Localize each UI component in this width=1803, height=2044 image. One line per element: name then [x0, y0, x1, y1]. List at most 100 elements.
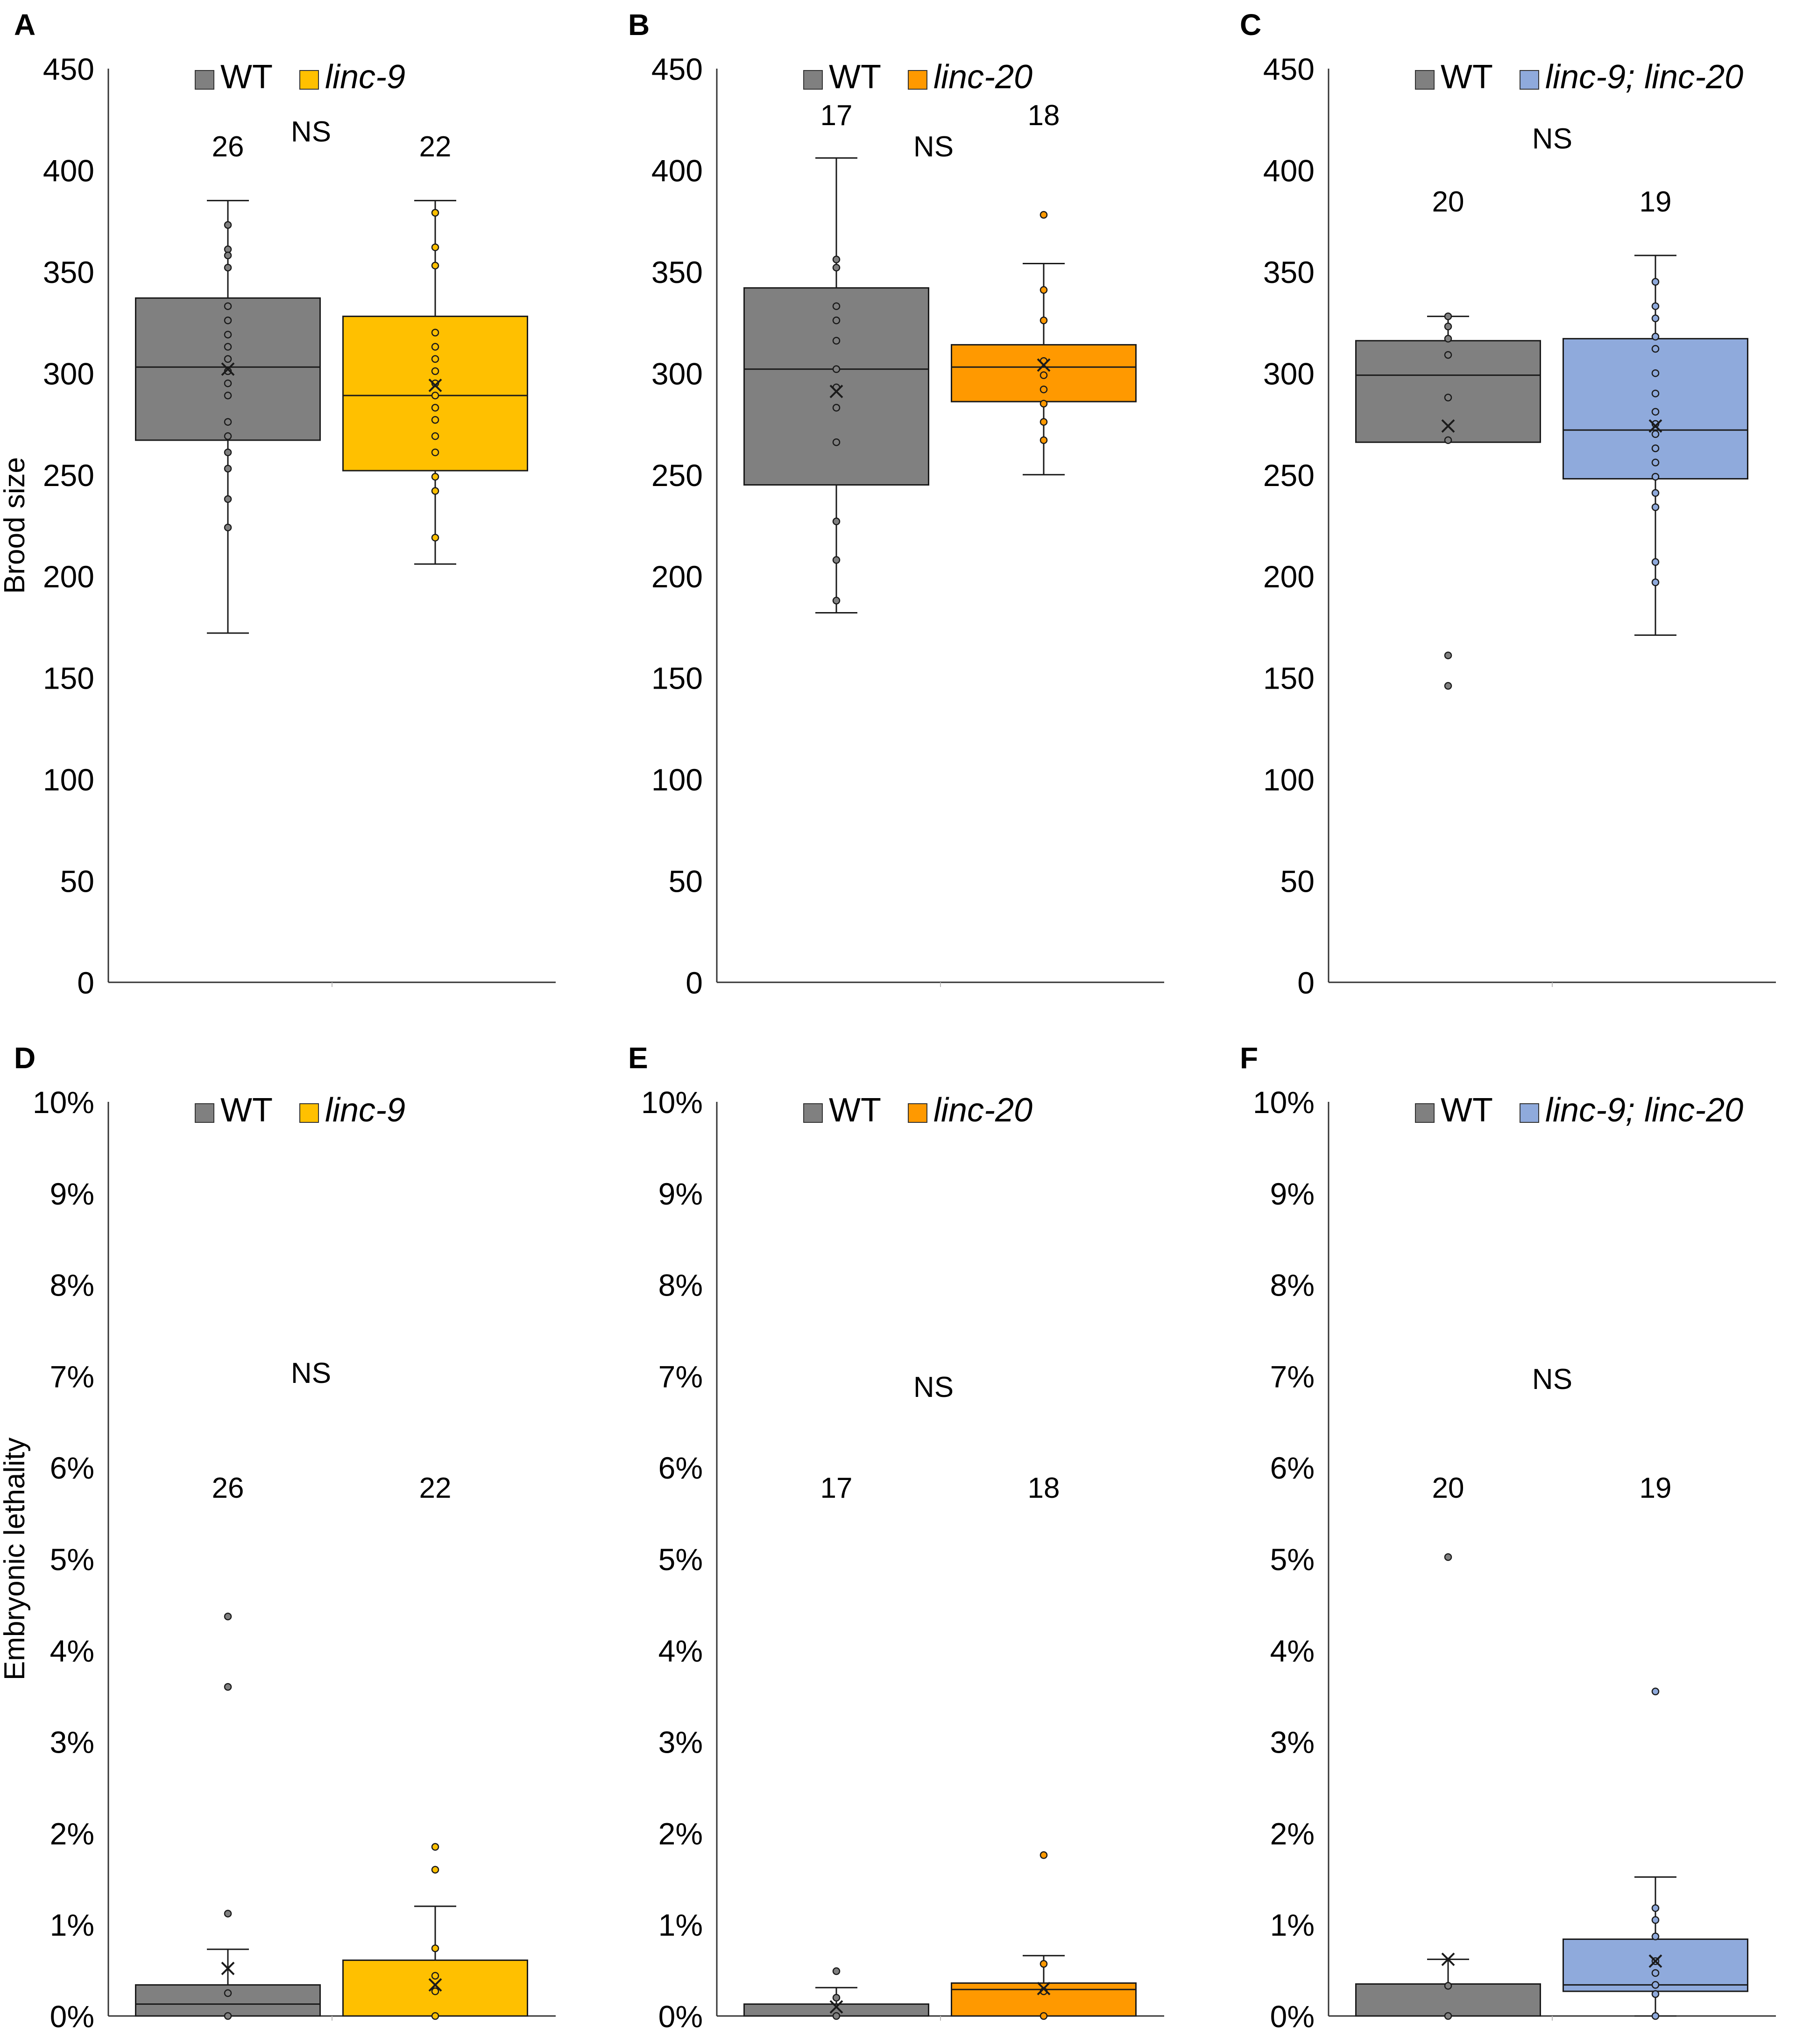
n-label: 26 [212, 1472, 244, 1504]
y-tick-label: 350 [1263, 255, 1315, 289]
series-wt: 26 [135, 1472, 321, 2020]
data-point [1039, 400, 1048, 408]
data-point [224, 379, 232, 388]
data-point [1444, 323, 1452, 331]
series-mutant: 19 [1563, 1472, 1748, 2020]
data-point [431, 1843, 439, 1851]
data-point [1651, 278, 1660, 286]
data-point [1651, 578, 1660, 586]
data-point [1651, 472, 1660, 481]
y-tick-label: 200 [1263, 559, 1315, 594]
data-point [431, 1972, 439, 1980]
y-tick-label: 100 [43, 762, 94, 797]
y-tick-label: 0% [50, 1999, 94, 2034]
data-point [431, 243, 439, 251]
y-tick-label: 7% [50, 1359, 94, 1394]
data-point [431, 367, 439, 375]
mean-marker [428, 379, 442, 392]
data-point [224, 1910, 232, 1917]
y-tick-label: 350 [651, 255, 703, 289]
y-tick-label: 9% [658, 1177, 703, 1211]
y-tick-label: 450 [1263, 52, 1315, 86]
mean-marker [428, 1978, 442, 1992]
y-tick-label: 300 [651, 356, 703, 391]
significance-label: NS [913, 131, 954, 163]
data-point [224, 432, 232, 440]
data-point [224, 1683, 232, 1691]
y-axis-label: Embryonic lethality [0, 1438, 31, 1680]
y-tick-label: 1% [50, 1908, 94, 1942]
legend-swatch [299, 1103, 319, 1123]
mean-marker [1037, 1981, 1051, 1995]
legend-label: WT [220, 1092, 273, 1129]
data-point [1039, 317, 1048, 324]
legend-label: WT [1441, 1092, 1493, 1129]
legend-label: linc-9 [325, 58, 405, 96]
data-point [1651, 1981, 1660, 1989]
y-tick-label: 100 [1263, 762, 1315, 797]
data-point [431, 261, 439, 270]
y-tick-label: 350 [43, 255, 94, 289]
y-tick-label: 0% [1270, 1999, 1315, 2034]
legend-swatch [299, 70, 319, 90]
y-tick-label: 50 [1280, 864, 1315, 899]
series-mutant: 22 [342, 1472, 528, 2020]
y-tick-label: 50 [60, 864, 94, 899]
data-point [1039, 2012, 1048, 2020]
mean-marker [1648, 1954, 1662, 1968]
data-point [1651, 302, 1660, 310]
data-point [832, 404, 841, 412]
y-tick-label: 200 [43, 559, 94, 594]
n-label: 17 [820, 1472, 853, 1504]
y-tick-label: 7% [1270, 1359, 1315, 1394]
data-point [1651, 332, 1660, 341]
legend-swatch [1520, 1103, 1539, 1123]
data-point [1039, 286, 1048, 294]
panel-letter: F [1240, 1041, 1258, 1075]
y-tick-label: 5% [1270, 1542, 1315, 1577]
y-tick-label: 150 [43, 661, 94, 696]
data-point [431, 391, 439, 400]
data-point [1651, 558, 1660, 566]
series-mutant: 19 [1563, 186, 1748, 636]
data-point [1444, 436, 1452, 444]
mean-marker [221, 362, 235, 376]
legend-swatch [195, 1103, 214, 1123]
panel-f: F 0% 1% 2% 3% 4% 5% 6% 7% 8% 9% 10% WT linc-9; linc-2… [1240, 1041, 1776, 2034]
legend-label: linc-9 [325, 1092, 405, 1129]
y-tick-label: 3% [50, 1725, 94, 1760]
y-tick-label: 6% [1270, 1451, 1315, 1485]
panel-d: D 0% 1% 2% 3% 4% 5% 6% 7% 8% 9% 10% Embryonic lethal… [0, 1041, 556, 2034]
mean-marker [221, 1961, 235, 1975]
legend-swatch [195, 70, 214, 90]
n-label: 20 [1432, 186, 1464, 218]
data-point [431, 2012, 439, 2020]
legend-label: linc-20 [933, 58, 1032, 96]
series-mutant: 18 [951, 1472, 1137, 2020]
y-tick-label: 8% [50, 1268, 94, 1303]
data-point [431, 534, 439, 542]
mean-marker [1441, 1952, 1455, 1966]
data-point [832, 365, 841, 373]
series-wt: 17 [743, 99, 929, 614]
data-point [1651, 345, 1660, 353]
data-point [224, 465, 232, 472]
y-tick-label: 0% [658, 1999, 703, 2034]
data-point [832, 597, 841, 605]
y-tick-label: 2% [1270, 1816, 1315, 1851]
y-tick-label: 400 [651, 153, 703, 188]
data-point [224, 1613, 232, 1621]
data-point [1651, 1687, 1660, 1696]
data-point [224, 391, 232, 400]
significance-label: NS [291, 116, 331, 148]
data-point [224, 418, 232, 426]
legend-label: linc-9; linc-20 [1545, 1092, 1743, 1129]
n-label: 20 [1432, 1472, 1464, 1504]
data-point [832, 1967, 841, 1975]
y-tick-label: 8% [658, 1268, 703, 1303]
data-point [224, 495, 232, 503]
legend-swatch [908, 70, 927, 90]
data-point [1651, 408, 1660, 416]
data-point [224, 263, 232, 272]
legend-label: WT [220, 58, 273, 96]
